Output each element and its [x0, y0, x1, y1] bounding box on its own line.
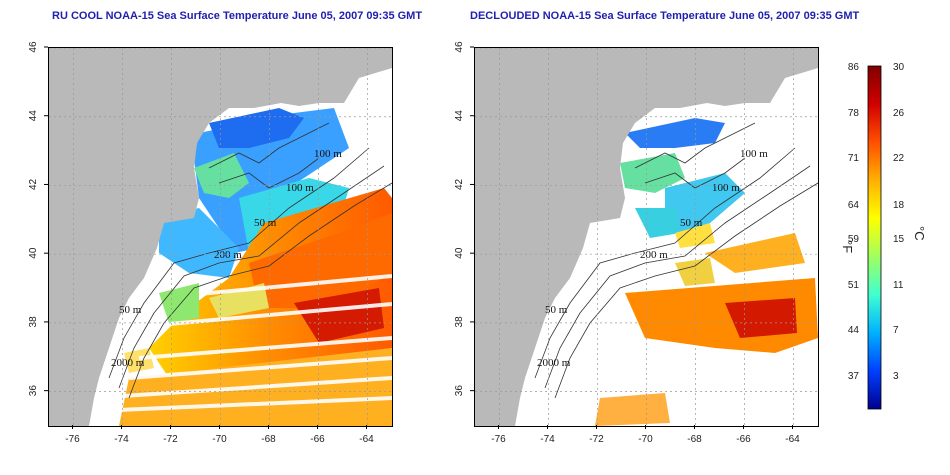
lon-tick-label: -70	[638, 434, 653, 445]
svg-text:200 m: 200 m	[640, 249, 668, 261]
land-mass	[49, 48, 392, 426]
lon-tick-label: -72	[163, 434, 178, 445]
lon-tick-label: -64	[359, 434, 374, 445]
lon-tick-label: -74	[114, 434, 129, 445]
lon-tick-label: -64	[785, 434, 800, 445]
colorbar-tick-labels: 30 26 22 18 15 11 7 3 86 78 71 64 59 51 44 37	[848, 62, 905, 382]
celsius-unit-label: °C	[912, 226, 927, 241]
contour-labels: 100 m 100 m 50 m 200 m 50 m 2000 m	[111, 148, 342, 369]
lat-tick-label: 40	[28, 247, 39, 259]
lon-tick-label: -76	[491, 434, 506, 445]
lon-tick-label: -76	[65, 434, 80, 445]
svg-text:100 m: 100 m	[712, 182, 740, 194]
svg-text:50 m: 50 m	[254, 217, 277, 229]
fahrenheit-unit-label: °F	[840, 240, 855, 253]
lat-lon-grid	[49, 48, 392, 426]
celsius-tick-label: 7	[893, 325, 899, 336]
celsius-tick-label: 22	[893, 153, 905, 164]
lat-tick-label: 42	[28, 178, 39, 190]
svg-text:50 m: 50 m	[119, 304, 142, 316]
lon-tick-label: -74	[540, 434, 555, 445]
fahrenheit-tick-label: 37	[848, 371, 860, 382]
celsius-tick-label: 15	[893, 234, 905, 245]
right-map-title: DECLOUDED NOAA-15 Sea Surface Temperatur…	[470, 10, 860, 22]
lon-tick-label: -68	[687, 434, 702, 445]
declouded-sst-map-svg: 100 m 100 m 50 m 200 m 50 m 2000 m	[475, 48, 818, 426]
svg-text:200 m: 200 m	[214, 249, 242, 261]
lon-tick-label: -70	[212, 434, 227, 445]
svg-text:100 m: 100 m	[286, 182, 314, 194]
fahrenheit-tick-label: 64	[848, 200, 860, 211]
fahrenheit-tick-label: 51	[848, 280, 860, 291]
lat-tick-label: 42	[454, 178, 465, 190]
celsius-tick-label: 3	[893, 371, 899, 382]
lat-tick-label: 44	[28, 110, 39, 122]
fahrenheit-tick-label: 44	[848, 325, 860, 336]
lat-tick-label: 38	[454, 316, 465, 328]
svg-text:50 m: 50 m	[545, 304, 568, 316]
fahrenheit-tick-label: 59	[848, 234, 860, 245]
lat-lon-grid-right	[475, 48, 818, 426]
svg-text:100 m: 100 m	[740, 148, 768, 160]
lon-tick-label: -72	[589, 434, 604, 445]
svg-text:50 m: 50 m	[680, 217, 703, 229]
svg-text:2000 m: 2000 m	[111, 357, 145, 369]
lat-tick-label: 46	[454, 41, 465, 53]
contour-lines-right	[534, 122, 818, 399]
cloud-streaks	[118, 274, 392, 412]
contour-lines	[108, 122, 392, 399]
fahrenheit-tick-label: 86	[848, 62, 860, 73]
contour-labels-right: 100 m 100 m 50 m 200 m 50 m 2000 m	[537, 148, 768, 369]
declouded-sst-map: 100 m 100 m 50 m 200 m 50 m 2000 m	[474, 47, 819, 427]
lat-tick-label: 46	[28, 41, 39, 53]
lat-tick-label: 36	[454, 385, 465, 397]
svg-text:100 m: 100 m	[314, 148, 342, 160]
lon-tick-label: -66	[310, 434, 325, 445]
land-mass-right	[475, 48, 818, 426]
left-map-title: RU COOL NOAA-15 Sea Surface Temperature …	[52, 10, 423, 22]
fahrenheit-tick-label: 71	[848, 153, 860, 164]
lon-tick-label: -68	[261, 434, 276, 445]
lat-tick-label: 36	[28, 385, 39, 397]
lat-tick-label: 40	[454, 247, 465, 259]
sst-field-declouded	[595, 118, 818, 426]
lon-tick-label: -66	[736, 434, 751, 445]
svg-text:2000 m: 2000 m	[537, 357, 571, 369]
celsius-tick-label: 26	[893, 108, 905, 119]
raw-sst-map-svg: 100 m 100 m 50 m 200 m 50 m 2000 m	[49, 48, 392, 426]
raw-sst-map: 100 m 100 m 50 m 200 m 50 m 2000 m	[48, 47, 393, 427]
lat-tick-label: 38	[28, 316, 39, 328]
celsius-tick-label: 18	[893, 200, 905, 211]
celsius-tick-label: 11	[893, 280, 904, 291]
celsius-tick-label: 30	[893, 62, 905, 73]
colorbar-gradient	[867, 65, 882, 410]
fahrenheit-tick-label: 78	[848, 108, 860, 119]
lat-tick-label: 44	[454, 110, 465, 122]
